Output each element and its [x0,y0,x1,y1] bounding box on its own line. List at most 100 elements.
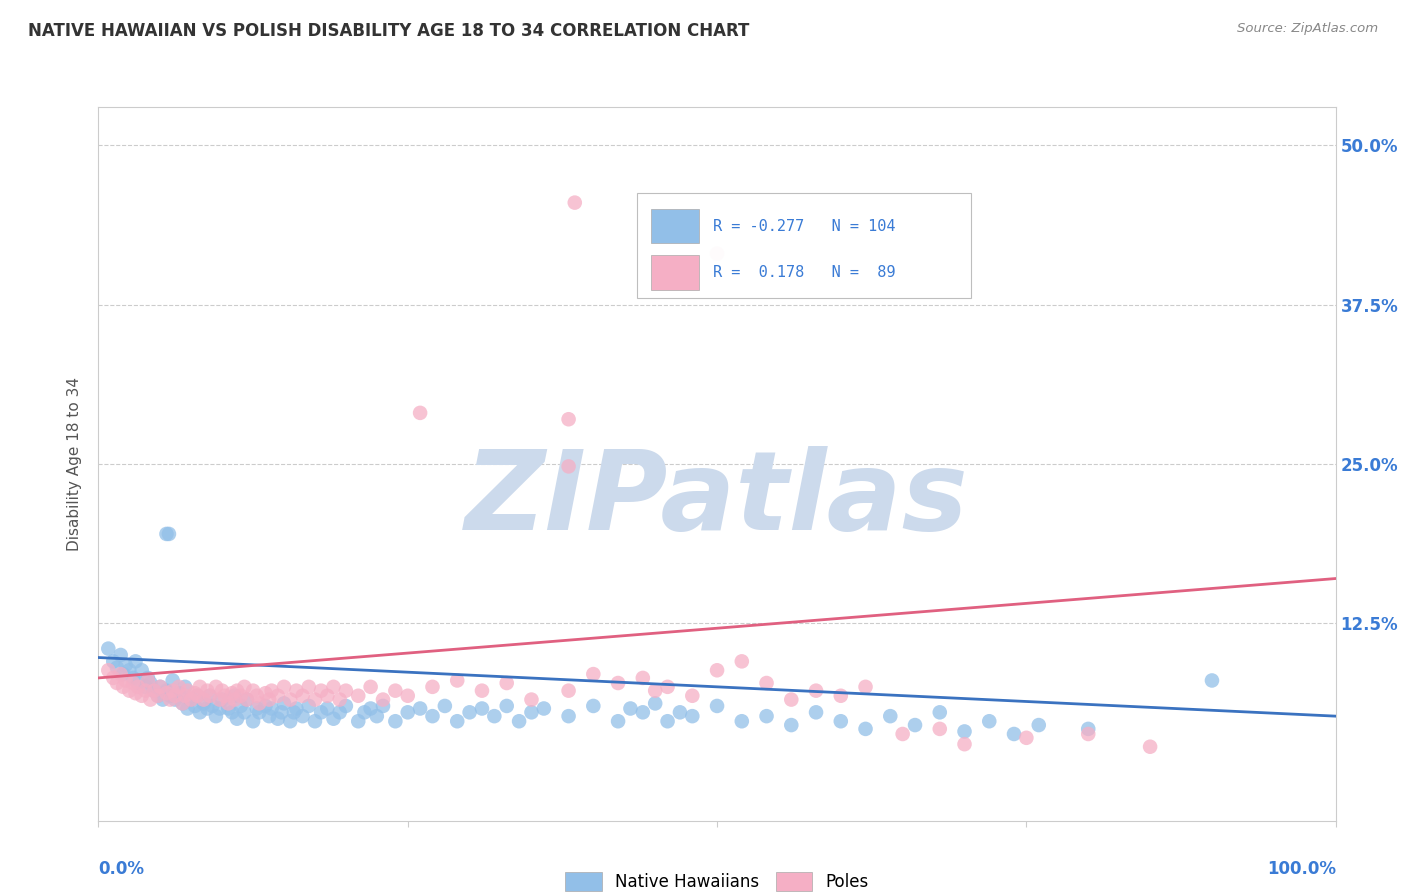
Point [112,680,135,694]
Point [134,680,156,694]
Point [804,683,827,698]
Point [254,698,277,713]
Point [316,701,339,715]
Point [1139,739,1161,754]
Point [631,706,654,720]
Point [607,676,630,690]
Point [162,673,184,688]
Point [114,673,136,688]
Point [124,686,146,700]
Point [755,709,778,723]
Point [226,712,249,726]
Point [247,697,270,711]
Point [979,714,1001,729]
Point [508,714,530,729]
Point [681,689,703,703]
Point [322,680,344,694]
Point [159,692,181,706]
Point [366,709,388,723]
Point [260,701,283,715]
Point [247,706,270,720]
Point [122,676,145,690]
Text: 0.0%: 0.0% [98,860,145,878]
Point [657,714,679,729]
Point [1077,727,1099,741]
Point [446,714,468,729]
Point [180,692,202,706]
Point [246,701,269,715]
Point [188,706,211,720]
Point [198,689,221,703]
Point [198,689,221,703]
Point [371,698,394,713]
Point [208,692,231,706]
Point [224,692,246,706]
Point [904,718,927,732]
Point [254,686,277,700]
Point [316,689,339,703]
Point [1077,722,1099,736]
Point [118,683,141,698]
Point [780,718,803,732]
Point [520,706,543,720]
Point [706,663,728,677]
Point [205,680,228,694]
Point [217,697,239,711]
Point [103,671,125,685]
Point [260,683,283,698]
Point [458,706,481,720]
Point [143,683,166,698]
Point [217,701,239,715]
Point [669,706,692,720]
Point [134,683,156,698]
Point [384,683,406,698]
Point [146,689,169,703]
Point [879,709,901,723]
Point [105,676,128,690]
Point [184,698,207,713]
Point [533,701,555,715]
Point [136,671,159,685]
Point [149,680,172,694]
Point [644,697,666,711]
Point [193,692,215,706]
Point [347,714,370,729]
Point [267,712,290,726]
Point [165,689,187,703]
Point [347,689,370,703]
Point [283,706,305,720]
Point [208,701,231,715]
Point [278,692,301,706]
Point [291,709,314,723]
Point [273,697,295,711]
Point [564,195,586,210]
Point [167,680,190,694]
Point [830,689,852,703]
Point [233,706,256,720]
Point [226,683,249,698]
Point [953,724,976,739]
Point [143,683,166,698]
Point [830,714,852,729]
Point [214,689,236,703]
Point [335,683,357,698]
Point [131,663,153,677]
Point [304,692,326,706]
Point [495,676,517,690]
Point [855,722,877,736]
Point [409,406,432,420]
Point [221,686,243,700]
Point [110,667,132,681]
Point [211,683,233,698]
Point [335,698,357,713]
Point [157,527,180,541]
Point [229,698,252,713]
Point [136,673,159,688]
Point [731,654,754,668]
Point [139,676,162,690]
Point [127,676,149,690]
Point [162,683,184,698]
Point [582,667,605,681]
Point [155,686,177,700]
Point [124,654,146,668]
